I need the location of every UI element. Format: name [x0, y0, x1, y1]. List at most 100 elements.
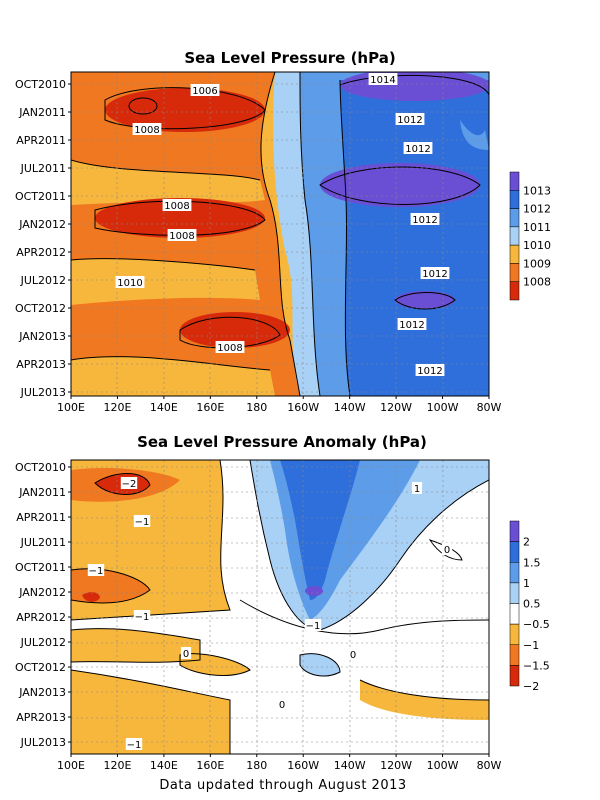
x-tick-label: 100W: [427, 401, 459, 414]
legend-label: −2: [523, 680, 539, 693]
x-tick-label: 160E: [196, 759, 224, 772]
legend-swatch: [509, 520, 520, 542]
contour-label-bg: [180, 647, 192, 659]
y-tick-label: JUL2012: [20, 636, 66, 649]
y-tick-label: APR2012: [16, 611, 66, 624]
y-tick-label: JUL2011: [20, 536, 66, 549]
contour-label-bg: [368, 73, 398, 85]
legend-swatch: [509, 562, 520, 584]
legend-swatch: [509, 263, 520, 282]
contour-label: 0: [444, 545, 450, 556]
legend-label: 1012: [523, 203, 551, 216]
y-tick-label: OCT2010: [15, 78, 66, 91]
y-tick-label: JAN2012: [18, 586, 66, 599]
y-tick-label: OCT2012: [15, 661, 66, 674]
legend-label: 1011: [523, 221, 551, 234]
legend-swatch: [509, 208, 520, 228]
x-tick-label: 80W: [477, 401, 502, 414]
legend-swatch: [509, 644, 520, 666]
contour-label: 0: [350, 650, 356, 661]
contour-label-bg: [132, 123, 162, 135]
slp-panel: Sea Level Pressure (hPa): [15, 49, 551, 414]
legend-swatch: [509, 171, 520, 191]
legend-label: −1.5: [523, 659, 550, 672]
legend-label: 2: [523, 536, 530, 549]
legend-label: 1010: [523, 239, 551, 252]
contour-label: 1008: [134, 125, 159, 136]
contour-label-bg: [403, 142, 433, 154]
legend-label: −1: [523, 639, 539, 652]
contour-label: 1012: [397, 115, 422, 126]
legend-swatch: [509, 190, 520, 209]
y-tick-label: JUL2011: [20, 162, 66, 175]
legend-swatch: [509, 281, 520, 301]
slp-anomaly-frame: [70, 459, 490, 755]
contour-label: −1: [135, 612, 150, 623]
contour-label-bg: [120, 477, 138, 489]
contour-label: 1014: [370, 75, 395, 86]
contour-label: 1006: [192, 86, 217, 97]
y-tick-label: APR2011: [16, 511, 66, 524]
slp-frame: [70, 71, 490, 397]
legend-swatch: [509, 665, 520, 687]
legend-swatch: [509, 226, 520, 246]
y-tick-label: OCT2012: [15, 302, 66, 315]
contour-label: −1: [127, 740, 142, 751]
contour-label-bg: [125, 738, 143, 750]
contour-label: 1008: [217, 343, 242, 354]
y-tick-label: JAN2011: [18, 486, 66, 499]
x-tick-label: 160W: [287, 401, 319, 414]
contour-label-bg: [411, 482, 423, 494]
y-tick-label: JAN2013: [18, 686, 66, 699]
contour-label: −2: [122, 479, 137, 490]
slp-field: [71, 72, 489, 396]
contour-label: 1012: [412, 215, 437, 226]
slp-anomaly-title: Sea Level Pressure Anomaly (hPa): [137, 433, 427, 451]
x-tick-label: 140E: [150, 401, 178, 414]
legend-label: 1013: [523, 184, 551, 197]
contour-label-bg: [410, 213, 440, 225]
y-tick-label: JUL2012: [20, 274, 66, 287]
contour-label-bg: [115, 276, 145, 288]
legend-swatch: [509, 623, 520, 645]
contour-label: 0: [183, 649, 189, 660]
legend-swatch: [509, 541, 520, 563]
x-tick-label: 120E: [103, 759, 131, 772]
x-tick-label: 140W: [334, 759, 366, 772]
contour-label: 1012: [417, 366, 442, 377]
legend-label: 1009: [523, 257, 551, 270]
x-tick-label: 180: [246, 401, 267, 414]
contour-label-bg: [190, 84, 220, 96]
y-tick-label: JUL2013: [20, 736, 66, 749]
contour-label-bg: [133, 610, 151, 622]
contour-label-bg: [441, 543, 453, 555]
contour-label: −1: [306, 621, 321, 632]
contour-label: 1008: [164, 201, 189, 212]
contour-label-bg: [395, 113, 425, 125]
slp-anomaly-field: [71, 460, 489, 754]
contour-label-bg: [215, 341, 245, 353]
contour-label: 0: [279, 700, 285, 711]
x-tick-label: 120W: [380, 759, 412, 772]
x-tick-label: 100E: [57, 401, 85, 414]
x-tick-label: 100E: [57, 759, 85, 772]
x-tick-label: 120E: [103, 401, 131, 414]
y-tick-label: JAN2012: [18, 218, 66, 231]
legend-label: −0.5: [523, 618, 550, 631]
contour-label: −1: [89, 566, 104, 577]
y-tick-label: OCT2011: [15, 190, 66, 203]
contour-label-bg: [397, 318, 427, 330]
contour-label: 1012: [399, 320, 424, 331]
legend-swatch: [509, 603, 520, 625]
legend-label: 1.5: [523, 556, 541, 569]
contour-label-bg: [420, 267, 450, 279]
y-tick-label: APR2012: [16, 246, 66, 259]
contour-label-bg: [347, 648, 359, 660]
legend-label: 0.5: [523, 598, 541, 611]
contour-label-bg: [133, 515, 151, 527]
y-tick-label: OCT2010: [15, 461, 66, 474]
contour-label-bg: [87, 564, 105, 576]
x-tick-label: 140W: [334, 401, 366, 414]
footer-note: Data updated through August 2013: [159, 778, 406, 793]
